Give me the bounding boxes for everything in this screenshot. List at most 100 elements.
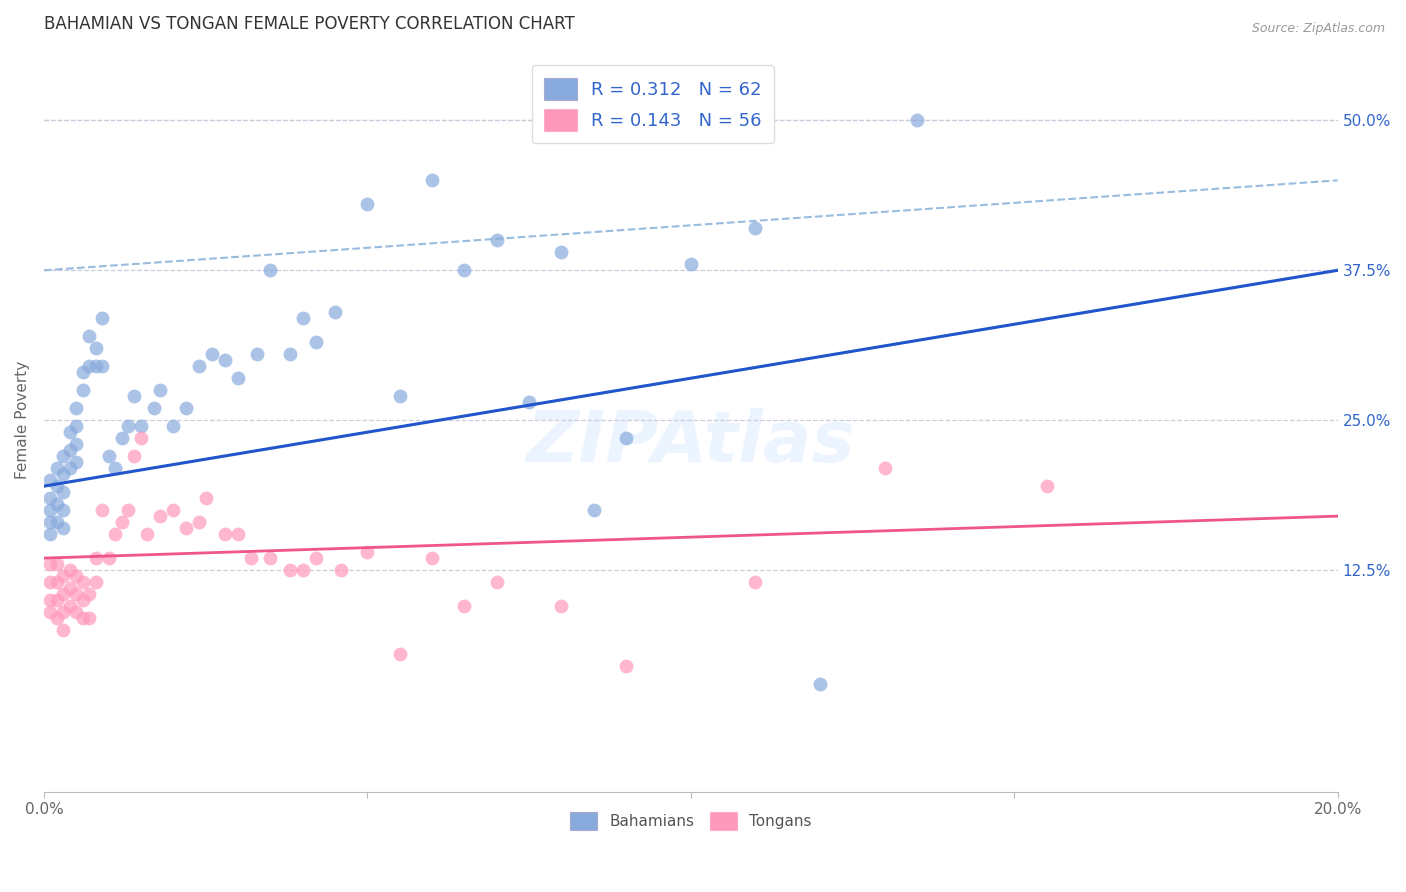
Point — [52, 449, 75, 463]
Point — [72, 365, 94, 379]
Point — [97, 551, 120, 566]
Point — [52, 587, 75, 601]
Point — [77, 587, 100, 601]
Point — [149, 383, 172, 397]
Point — [97, 449, 120, 463]
Point — [52, 503, 75, 517]
Point — [226, 371, 249, 385]
Point — [214, 527, 236, 541]
Point — [291, 563, 314, 577]
Point — [129, 419, 152, 434]
Point — [162, 503, 184, 517]
Point — [39, 491, 62, 505]
Point — [45, 593, 67, 607]
Point — [59, 443, 82, 458]
Point — [304, 335, 326, 350]
Point — [104, 461, 127, 475]
Point — [39, 515, 62, 529]
Point — [142, 401, 165, 416]
Point — [124, 389, 146, 403]
Point — [45, 515, 67, 529]
Point — [485, 575, 508, 590]
Point — [52, 485, 75, 500]
Point — [45, 575, 67, 590]
Point — [162, 419, 184, 434]
Point — [174, 401, 197, 416]
Point — [39, 605, 62, 619]
Point — [110, 515, 132, 529]
Text: ZIPAtlas: ZIPAtlas — [526, 408, 855, 477]
Point — [91, 311, 114, 326]
Point — [45, 479, 67, 493]
Point — [52, 605, 75, 619]
Point — [52, 623, 75, 637]
Point — [188, 515, 211, 529]
Point — [104, 527, 127, 541]
Point — [39, 593, 62, 607]
Point — [117, 503, 139, 517]
Point — [485, 233, 508, 247]
Point — [45, 497, 67, 511]
Point — [1035, 479, 1057, 493]
Point — [77, 611, 100, 625]
Point — [194, 491, 217, 505]
Point — [201, 347, 224, 361]
Point — [45, 461, 67, 475]
Point — [45, 557, 67, 571]
Point — [59, 425, 82, 440]
Point — [59, 599, 82, 613]
Point — [323, 305, 346, 319]
Point — [517, 395, 540, 409]
Point — [39, 575, 62, 590]
Point — [259, 263, 281, 277]
Point — [136, 527, 159, 541]
Point — [873, 461, 896, 475]
Point — [91, 359, 114, 374]
Point — [304, 551, 326, 566]
Text: Source: ZipAtlas.com: Source: ZipAtlas.com — [1251, 22, 1385, 36]
Point — [65, 455, 87, 469]
Point — [84, 575, 107, 590]
Point — [117, 419, 139, 434]
Point — [614, 431, 637, 445]
Point — [129, 431, 152, 445]
Point — [72, 575, 94, 590]
Point — [91, 503, 114, 517]
Point — [39, 473, 62, 487]
Point — [52, 521, 75, 535]
Point — [72, 611, 94, 625]
Point — [77, 359, 100, 374]
Point — [453, 263, 475, 277]
Point — [291, 311, 314, 326]
Point — [59, 461, 82, 475]
Point — [905, 113, 928, 128]
Point — [59, 581, 82, 595]
Point — [39, 527, 62, 541]
Point — [388, 389, 411, 403]
Point — [65, 605, 87, 619]
Point — [72, 593, 94, 607]
Point — [808, 677, 831, 691]
Point — [77, 329, 100, 343]
Point — [744, 575, 766, 590]
Point — [246, 347, 269, 361]
Point — [239, 551, 262, 566]
Text: BAHAMIAN VS TONGAN FEMALE POVERTY CORRELATION CHART: BAHAMIAN VS TONGAN FEMALE POVERTY CORREL… — [44, 15, 575, 33]
Point — [420, 551, 443, 566]
Point — [65, 401, 87, 416]
Point — [52, 569, 75, 583]
Point — [65, 569, 87, 583]
Point — [356, 197, 378, 211]
Point — [84, 551, 107, 566]
Point — [453, 599, 475, 613]
Legend: Bahamians, Tongans: Bahamians, Tongans — [564, 805, 818, 837]
Point — [388, 647, 411, 661]
Point — [214, 353, 236, 368]
Point — [84, 341, 107, 355]
Point — [259, 551, 281, 566]
Point — [72, 383, 94, 397]
Point — [65, 419, 87, 434]
Point — [59, 563, 82, 577]
Point — [45, 611, 67, 625]
Point — [679, 257, 702, 271]
